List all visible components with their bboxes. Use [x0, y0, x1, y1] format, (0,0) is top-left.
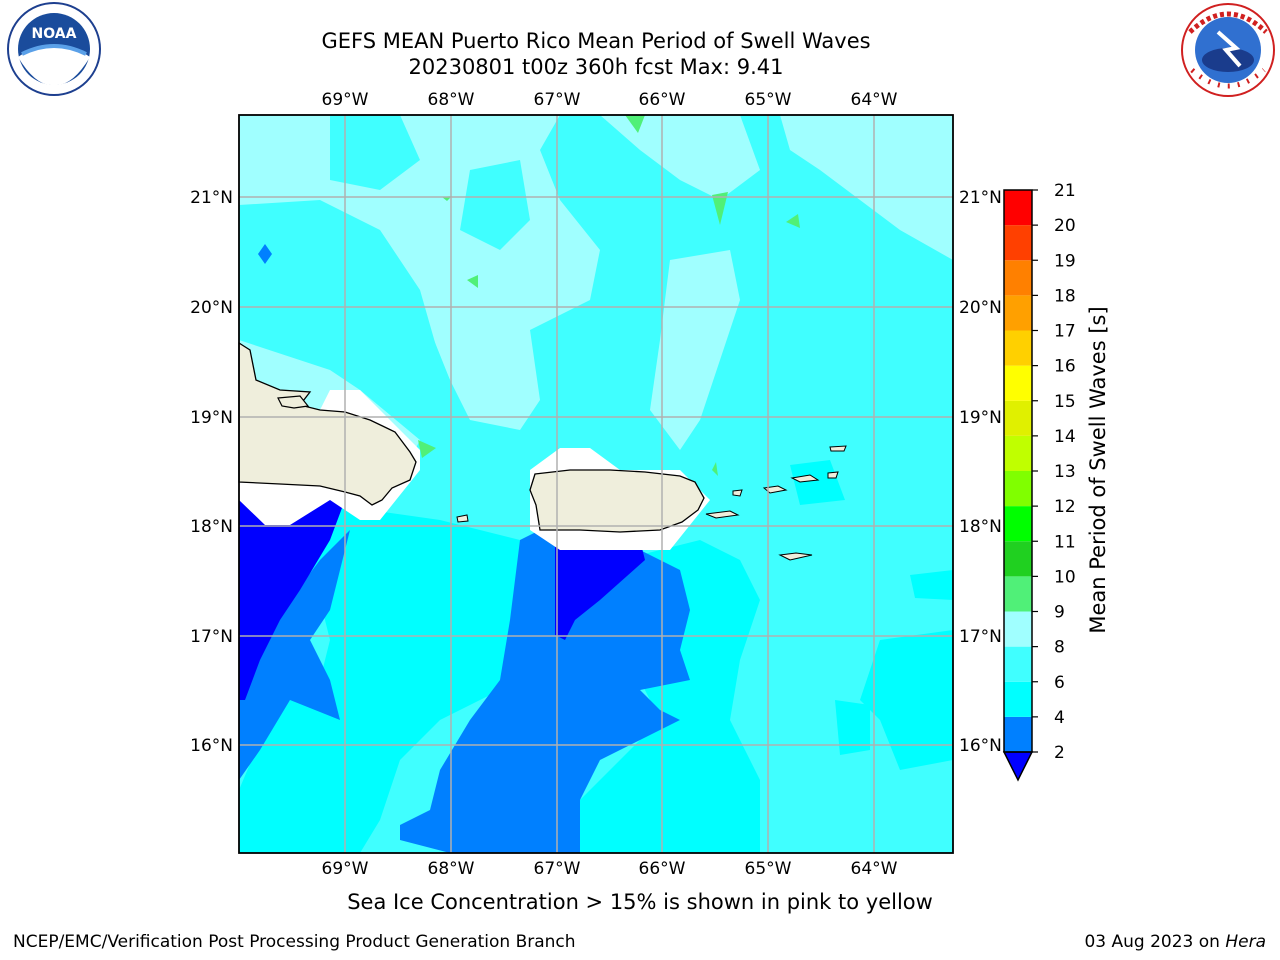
colorbar-tick-label: 11	[1054, 532, 1076, 552]
lat-label-right: 17°N	[959, 627, 1002, 647]
date-text: 03 Aug 2023 on	[1084, 932, 1226, 952]
colorbar-tick-label: 12	[1054, 497, 1076, 517]
lon-label-top: 64°W	[851, 90, 898, 110]
colorbar-tick-label: 19	[1054, 251, 1076, 271]
colorbar: 2 4 6 8 9 10 11 12 13 14 15 16 17 18 19 20 21	[1002, 181, 1076, 782]
colorbar-segment	[1004, 471, 1032, 507]
lat-label-right: 18°N	[959, 517, 1002, 537]
date-stamp: 03 Aug 2023 on Hera	[1084, 932, 1266, 952]
graticule	[239, 115, 953, 853]
colorbar-segment	[1004, 611, 1032, 647]
colorbar-segment	[1004, 681, 1032, 717]
colorbar-segment	[1004, 506, 1032, 542]
colorbar-extend-triangle	[1002, 751, 1034, 782]
lon-label-bottom: 69°W	[322, 859, 369, 879]
colorbar-tick-label: 10	[1054, 567, 1076, 587]
colorbar-tick-label: 6	[1054, 673, 1065, 693]
colorbar-tick-label: 13	[1054, 462, 1076, 482]
lon-label-top: 68°W	[428, 90, 475, 110]
colorbar-segment	[1004, 646, 1032, 682]
lat-label-left: 21°N	[190, 188, 233, 208]
colorbar-segment	[1004, 435, 1032, 471]
lon-label-top: 69°W	[322, 90, 369, 110]
sea-ice-note: Sea Ice Concentration > 15% is shown in …	[347, 890, 933, 914]
lon-label-top: 66°W	[639, 90, 686, 110]
lon-label-bottom: 67°W	[534, 859, 581, 879]
colorbar-segment	[1004, 260, 1032, 296]
lat-labels: 21°N 20°N 19°N 18°N 17°N 16°N 21°N 20°N …	[190, 188, 1002, 756]
lon-labels: 69°W 68°W 67°W 66°W 65°W 64°W 69°W 68°W …	[322, 90, 898, 879]
colorbar-tick-label: 8	[1054, 638, 1065, 658]
colorbar-tick-label: 4	[1054, 708, 1065, 728]
lat-label-left: 19°N	[190, 408, 233, 428]
colorbar-segment	[1004, 716, 1032, 752]
lon-label-bottom: 64°W	[851, 859, 898, 879]
lat-label-left: 20°N	[190, 298, 233, 318]
colorbar-segment	[1004, 400, 1032, 436]
map-subtitle: 20230801 t00z 360h fcst Max: 9.41	[408, 55, 784, 79]
lon-label-bottom: 68°W	[428, 859, 475, 879]
colorbar-segment	[1004, 541, 1032, 577]
lat-label-right: 16°N	[959, 736, 1002, 756]
colorbar-segment	[1004, 190, 1032, 226]
colorbar-segment	[1004, 330, 1032, 366]
colorbar-segment	[1004, 365, 1032, 401]
svg-text:NOAA: NOAA	[32, 26, 77, 42]
colorbar-tick-label: 21	[1054, 181, 1076, 201]
colorbar-tick-label: 2	[1054, 743, 1065, 763]
colorbar-tick-label: 20	[1054, 216, 1076, 236]
lat-label-right: 21°N	[959, 188, 1002, 208]
colorbar-tick-label: 15	[1054, 392, 1076, 412]
machine-name: Hera	[1225, 932, 1266, 952]
colorbar-segment	[1004, 225, 1032, 261]
lat-label-right: 20°N	[959, 298, 1002, 318]
colorbar-segment	[1004, 295, 1032, 331]
colorbar-tick-label: 18	[1054, 286, 1076, 306]
lon-label-top: 67°W	[534, 90, 581, 110]
lat-label-left: 18°N	[190, 517, 233, 537]
nws-logo	[1178, 2, 1278, 98]
credit-text: NCEP/EMC/Verification Post Processing Pr…	[13, 932, 576, 952]
colorbar-tick-label: 16	[1054, 357, 1076, 377]
landmasses	[238, 341, 847, 561]
colorbar-tick-label: 9	[1054, 603, 1065, 623]
colorbar-tick-label: 17	[1054, 322, 1076, 342]
colorbar-tick-label: 14	[1054, 427, 1076, 447]
colorbar-segment	[1004, 576, 1032, 612]
lon-label-bottom: 65°W	[745, 859, 792, 879]
colorbar-label: Mean Period of Swell Waves [s]	[1086, 306, 1110, 633]
map-frame	[238, 114, 954, 854]
map-title: GEFS MEAN Puerto Rico Mean Period of Swe…	[321, 29, 871, 53]
noaa-logo: NOAA	[2, 2, 106, 96]
lat-label-left: 16°N	[190, 736, 233, 756]
lat-label-left: 17°N	[190, 627, 233, 647]
lon-label-top: 65°W	[745, 90, 792, 110]
lat-label-right: 19°N	[959, 408, 1002, 428]
lon-label-bottom: 66°W	[639, 859, 686, 879]
